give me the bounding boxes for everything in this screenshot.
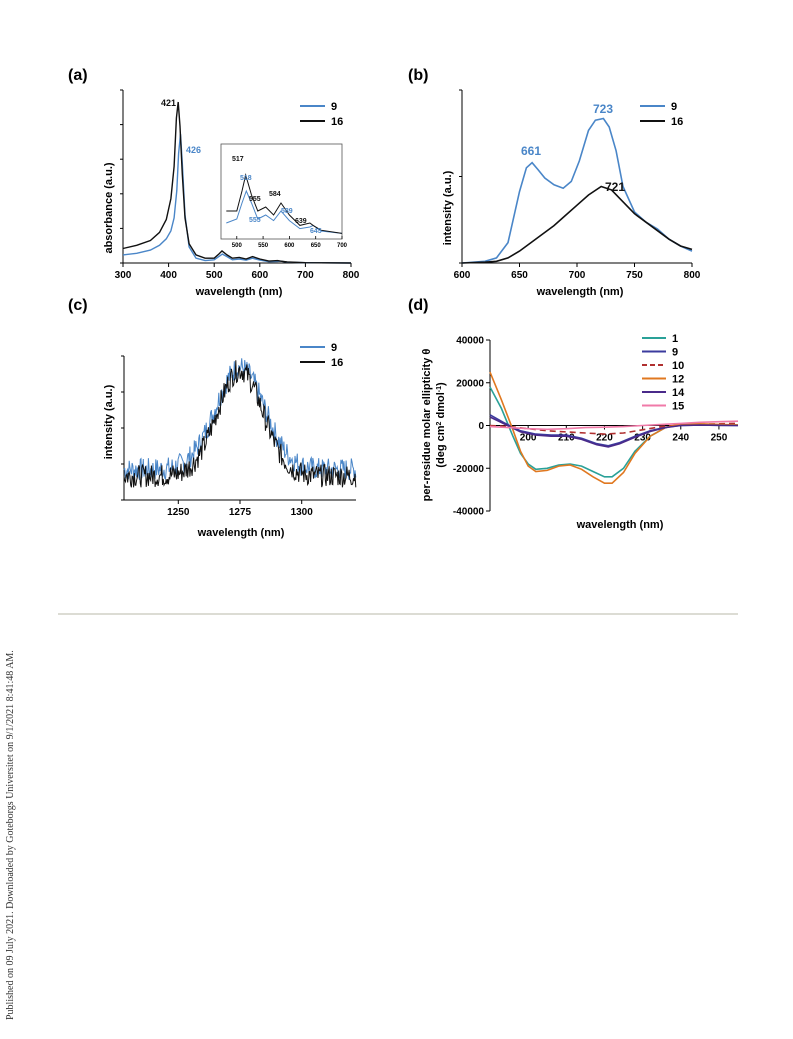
- panel-d-legend-12: 12: [672, 374, 684, 386]
- inset-label-645: 645: [310, 228, 322, 235]
- inset-x-tick-label: 650: [311, 243, 322, 249]
- panel-c-ylabel: intensity (a.u.): [103, 384, 115, 459]
- panel-d-xlabel: wavelength (nm): [576, 519, 664, 531]
- x-tick-label: 220: [596, 433, 613, 444]
- inset-label-584: 584: [269, 191, 281, 198]
- panel-d-series-14-line: [489, 416, 739, 448]
- panel-b-xlabel: wavelength (nm): [536, 286, 624, 298]
- panel-c-legend-9: 9: [331, 342, 337, 354]
- publication-note-text: Published on 09 July 2021. Downloaded by…: [5, 650, 16, 1020]
- panel-b-peak-723-label: 723: [593, 102, 613, 116]
- panel-b-legend-16: 16: [671, 116, 683, 128]
- y-tick-label: 0: [478, 421, 484, 432]
- inset-series-9-line: [226, 189, 343, 234]
- x-tick-label: 210: [558, 433, 575, 444]
- panel-d-ticks: 40000 20000 0 -20000 -40000 200 210 220 230 240 25…: [453, 336, 728, 518]
- y-tick-label: -40000: [453, 507, 485, 518]
- panel-a-label: (a): [68, 67, 88, 84]
- panel-d-series-lines: [489, 371, 739, 484]
- panel-a-absorbance-chart: (a) absorbance (a.u.) wavelength (nm) 30…: [68, 67, 360, 298]
- x-tick-label: 300: [115, 270, 132, 281]
- inset-label-589: 589: [281, 208, 293, 215]
- panel-a-xlabel: wavelength (nm): [195, 286, 283, 298]
- inset-label-555-black: 555: [249, 196, 261, 203]
- panel-d-legend-9: 9: [672, 347, 678, 359]
- inset-label-517: 517: [232, 156, 244, 163]
- panel-c-legend-16: 16: [331, 357, 343, 369]
- y-tick-label: 20000: [456, 378, 484, 389]
- panel-c-series-lines: [123, 358, 357, 488]
- panel-a-x-ticks: 300 400 500 600 700 800: [115, 263, 360, 281]
- sidebar-publication-note: Published on 09 July 2021. Downloaded by…: [5, 650, 16, 1020]
- panel-d-legend-10: 10: [672, 360, 684, 372]
- panel-a-series-lines: [122, 101, 352, 264]
- y-tick-label: -20000: [453, 464, 485, 475]
- panel-a-peak-426-label: 426: [186, 145, 201, 155]
- inset-label-518: 518: [240, 175, 252, 182]
- panel-d-legend-15: 15: [672, 401, 684, 413]
- x-tick-label: 400: [160, 270, 177, 281]
- x-tick-label: 650: [511, 270, 528, 281]
- panel-c-x-ticks: 1250 1275 1300: [167, 500, 313, 518]
- panel-b-series-16-line: [461, 185, 693, 264]
- panel-d-legend-14: 14: [672, 387, 685, 399]
- y-tick-label: 40000: [456, 336, 484, 347]
- x-tick-label: 240: [672, 433, 689, 444]
- page-divider: [58, 613, 738, 615]
- x-tick-label: 800: [684, 270, 701, 281]
- panel-b-series-lines: [461, 117, 693, 264]
- panel-b-label: (b): [408, 67, 428, 84]
- x-tick-label: 800: [343, 270, 360, 281]
- x-tick-label: 600: [251, 270, 268, 281]
- x-tick-label: 1300: [291, 507, 314, 518]
- panel-d-ylabel-units: (deg cm2 dmol-1): [435, 382, 447, 468]
- panel-a-legend-16: 16: [331, 116, 343, 128]
- panel-b-emission-chart: (b) intensity (a.u.) wavelength (nm) 600…: [408, 67, 701, 298]
- panel-b-peak-721-label: 721: [605, 180, 625, 194]
- panel-a-ylabel: absorbance (a.u.): [103, 162, 115, 253]
- inset-x-tick-label: 700: [337, 243, 348, 249]
- panel-a-peak-421-label: 421: [161, 98, 176, 108]
- panel-b-series-9-line: [461, 117, 693, 264]
- panel-c-series-16-line: [123, 360, 357, 488]
- panel-b-legend-9: 9: [671, 101, 677, 113]
- panel-d-legend-1: 1: [672, 333, 678, 345]
- inset-x-tick-label: 550: [258, 243, 269, 249]
- panel-b-axes: [459, 89, 692, 264]
- panel-c-phosphorescence-chart: (c) intensity (a.u.) wavelength (nm) 125…: [68, 297, 357, 539]
- panel-b-peak-661-label: 661: [521, 144, 541, 158]
- x-tick-label: 600: [454, 270, 471, 281]
- panel-d-series-15-line: [489, 420, 739, 431]
- x-tick-label: 230: [634, 433, 651, 444]
- x-tick-label: 200: [520, 433, 537, 444]
- inset-series-16-line: [226, 173, 343, 234]
- panel-d-cd-chart: (d) per-residue molar ellipticity θ (deg…: [408, 297, 739, 531]
- panel-d-series-12-line: [489, 371, 739, 484]
- panel-a-legend-9: 9: [331, 101, 337, 113]
- inset-x-tick-label: 600: [284, 243, 295, 249]
- x-tick-label: 250: [711, 433, 728, 444]
- x-tick-label: 500: [206, 270, 223, 281]
- x-tick-label: 700: [297, 270, 314, 281]
- panel-c-legend: 9 16: [300, 342, 343, 369]
- panel-b-x-ticks: 600 650 700 750 800: [454, 263, 701, 281]
- panel-c-xlabel: wavelength (nm): [197, 527, 285, 539]
- panel-a-inset-x-ticks: 500 550 600 650 700: [232, 236, 348, 249]
- inset-x-tick-label: 500: [232, 243, 243, 249]
- panel-a-series-16-line: [122, 101, 352, 264]
- panel-a-legend: 9 16: [300, 101, 343, 128]
- panel-d-label: (d): [408, 297, 428, 314]
- panel-c-label: (c): [68, 297, 88, 314]
- x-tick-label: 700: [569, 270, 586, 281]
- inset-label-639: 639: [295, 218, 307, 225]
- x-tick-label: 1250: [167, 507, 190, 518]
- x-tick-label: 750: [626, 270, 643, 281]
- panel-b-ylabel: intensity (a.u.): [442, 170, 454, 245]
- inset-label-555-blue: 555: [249, 217, 261, 224]
- x-tick-label: 1275: [229, 507, 252, 518]
- panel-d-ylabel: per-residue molar ellipticity θ: [421, 349, 433, 502]
- panel-a-inset: 500 550 600 650 700 517 518 555 584 589 555 …: [220, 143, 348, 249]
- panel-b-legend: 9 16: [640, 101, 683, 128]
